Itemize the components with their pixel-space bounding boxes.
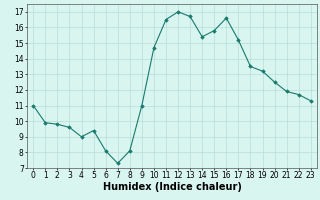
X-axis label: Humidex (Indice chaleur): Humidex (Indice chaleur) bbox=[103, 182, 241, 192]
